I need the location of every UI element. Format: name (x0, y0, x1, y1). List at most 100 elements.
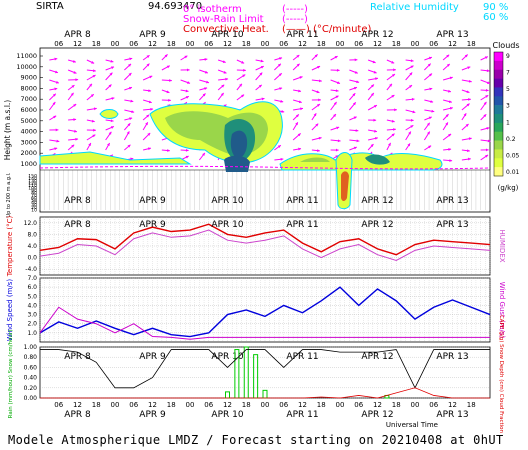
wind-arrow-head (73, 104, 77, 107)
bottom-hour-label: 18 (467, 401, 476, 409)
wind-arrow-head (295, 114, 299, 118)
cloud-blob (230, 130, 248, 159)
lowlevel-tick-label: 100 (28, 186, 37, 192)
wind-arrow-head (355, 129, 359, 132)
top-day-label: APR 8 (64, 30, 91, 40)
bottom-hour-label: 06 (54, 401, 63, 409)
cape-line (40, 387, 490, 399)
wind-arrow-head (204, 70, 208, 74)
lowlevel-tick-label: 110 (28, 183, 37, 189)
wind-arrow-head (55, 80, 59, 84)
wind-arrow-head (55, 70, 58, 74)
wind-arrow-head (92, 75, 96, 78)
wind-arrow-head (187, 81, 191, 84)
wind-y-tick-label: 2.0 (27, 321, 37, 328)
bottom-day-label: APR 9 (139, 410, 166, 420)
colorbar-tick-label: 7 (506, 70, 510, 77)
wind-arrow-head (391, 133, 395, 137)
wind-arrow-head (185, 155, 189, 159)
bottom-day-label: APR 10 (211, 410, 243, 420)
cloud-field (39, 101, 443, 210)
wind-arrow-head (109, 72, 113, 76)
wind-arrow-head (410, 59, 414, 63)
top-day-label: APR 12 (361, 30, 393, 40)
wind-arrow-head (449, 76, 453, 80)
wind-arrow-head (428, 116, 432, 120)
cloud-blob (365, 154, 390, 165)
wind-arrow-head (279, 87, 283, 91)
bottom-day-label: APR 12 (361, 410, 393, 420)
legend-snowrain-sample: (-----) (282, 14, 308, 25)
colorbar-segment (494, 131, 503, 141)
wind-arrow-head (88, 143, 91, 147)
height-axis-label: Height (m a.s.l.) (3, 100, 12, 161)
wind-arrow-head (73, 71, 77, 74)
wind-arrow-head (353, 146, 357, 150)
wind-y-tick-label: 4.0 (27, 302, 37, 309)
height-tick-label: 1000 (20, 160, 37, 168)
wind-arrow-head (410, 125, 414, 128)
wind-arrow-head (336, 126, 340, 130)
wind-arrow-head (149, 75, 153, 79)
wind-arrow-head (373, 118, 377, 122)
wind-arrow-head (72, 60, 76, 63)
wind-arrow-head (260, 59, 264, 63)
time-axis-label: Universal Time (386, 421, 438, 429)
wind-arrow-head (299, 76, 303, 79)
colorbar-segment (494, 122, 503, 133)
colorbar-segment (494, 167, 503, 177)
wind-arrow-head (394, 108, 397, 112)
bottom-hour-label: 06 (279, 401, 288, 409)
wind-arrow-head (486, 69, 490, 73)
wind-arrow-head (487, 139, 491, 143)
legend-rh-90: 90 % (483, 2, 508, 13)
wind-arrow-head (389, 83, 392, 87)
wind-arrow-head (407, 143, 411, 147)
cloud-blob (300, 157, 330, 162)
bottom-hour-label: 18 (317, 401, 326, 409)
wind-arrow-head (52, 93, 56, 97)
wind-arrow-head (206, 80, 209, 84)
wind-arrow-head (148, 147, 151, 151)
lowlevel-tick-label: 80 (31, 191, 37, 197)
wind-arrow-head (333, 101, 337, 105)
wind-arrow-head (333, 114, 336, 117)
top-hour-label: 18 (242, 40, 251, 48)
wind-arrow-head (107, 143, 110, 147)
wind-arrow-head (337, 81, 340, 84)
wind-arrow-head (204, 87, 208, 90)
rain-y-tick-label: 0.20 (24, 385, 38, 392)
wind-y-tick-label: 5.0 (27, 293, 37, 300)
height-tick-label: 9000 (20, 74, 37, 82)
top-hour-label: 12 (73, 40, 82, 48)
wind-arrow-head (318, 136, 322, 140)
bottom-hour-label: 00 (111, 401, 120, 409)
wind-axis-label: Wind Speed (m/s) (6, 279, 14, 342)
wind-arrow-head (484, 56, 488, 60)
top-hour-label: 18 (92, 40, 101, 48)
rain-axis-label: Rain (mm/hour) Snow (cm/hour) (8, 330, 14, 419)
lowlevel-day-label: APR 10 (211, 196, 243, 206)
temp-series-1 (39, 229, 491, 262)
gust-axis-label: Wind Gust (m/s) (498, 282, 506, 339)
wind-arrow-head (467, 149, 470, 153)
top-hour-label: 00 (111, 40, 120, 48)
wind-arrow-head (391, 119, 395, 123)
legend-convective-sample: (——) (°C/minute) (282, 24, 372, 35)
wind-arrow-head (356, 80, 360, 84)
wind-arrow-head (483, 114, 487, 118)
wind-arrow-head (146, 114, 150, 118)
wind-arrow-head (108, 131, 112, 135)
top-hour-label: 00 (186, 40, 195, 48)
colorbar-frame (493, 51, 504, 177)
lowlevel-tick-label: 150 (28, 174, 37, 180)
wind-arrow-head (202, 93, 206, 97)
wind-arrow-head (91, 60, 95, 64)
wind-arrow-head (70, 92, 74, 96)
wind-arrow-head (110, 126, 114, 129)
wind-arrow-head (391, 60, 395, 64)
wind-arrow-head (375, 77, 378, 81)
wind-arrow-head (391, 95, 395, 98)
wind-arrow-head (166, 90, 170, 94)
